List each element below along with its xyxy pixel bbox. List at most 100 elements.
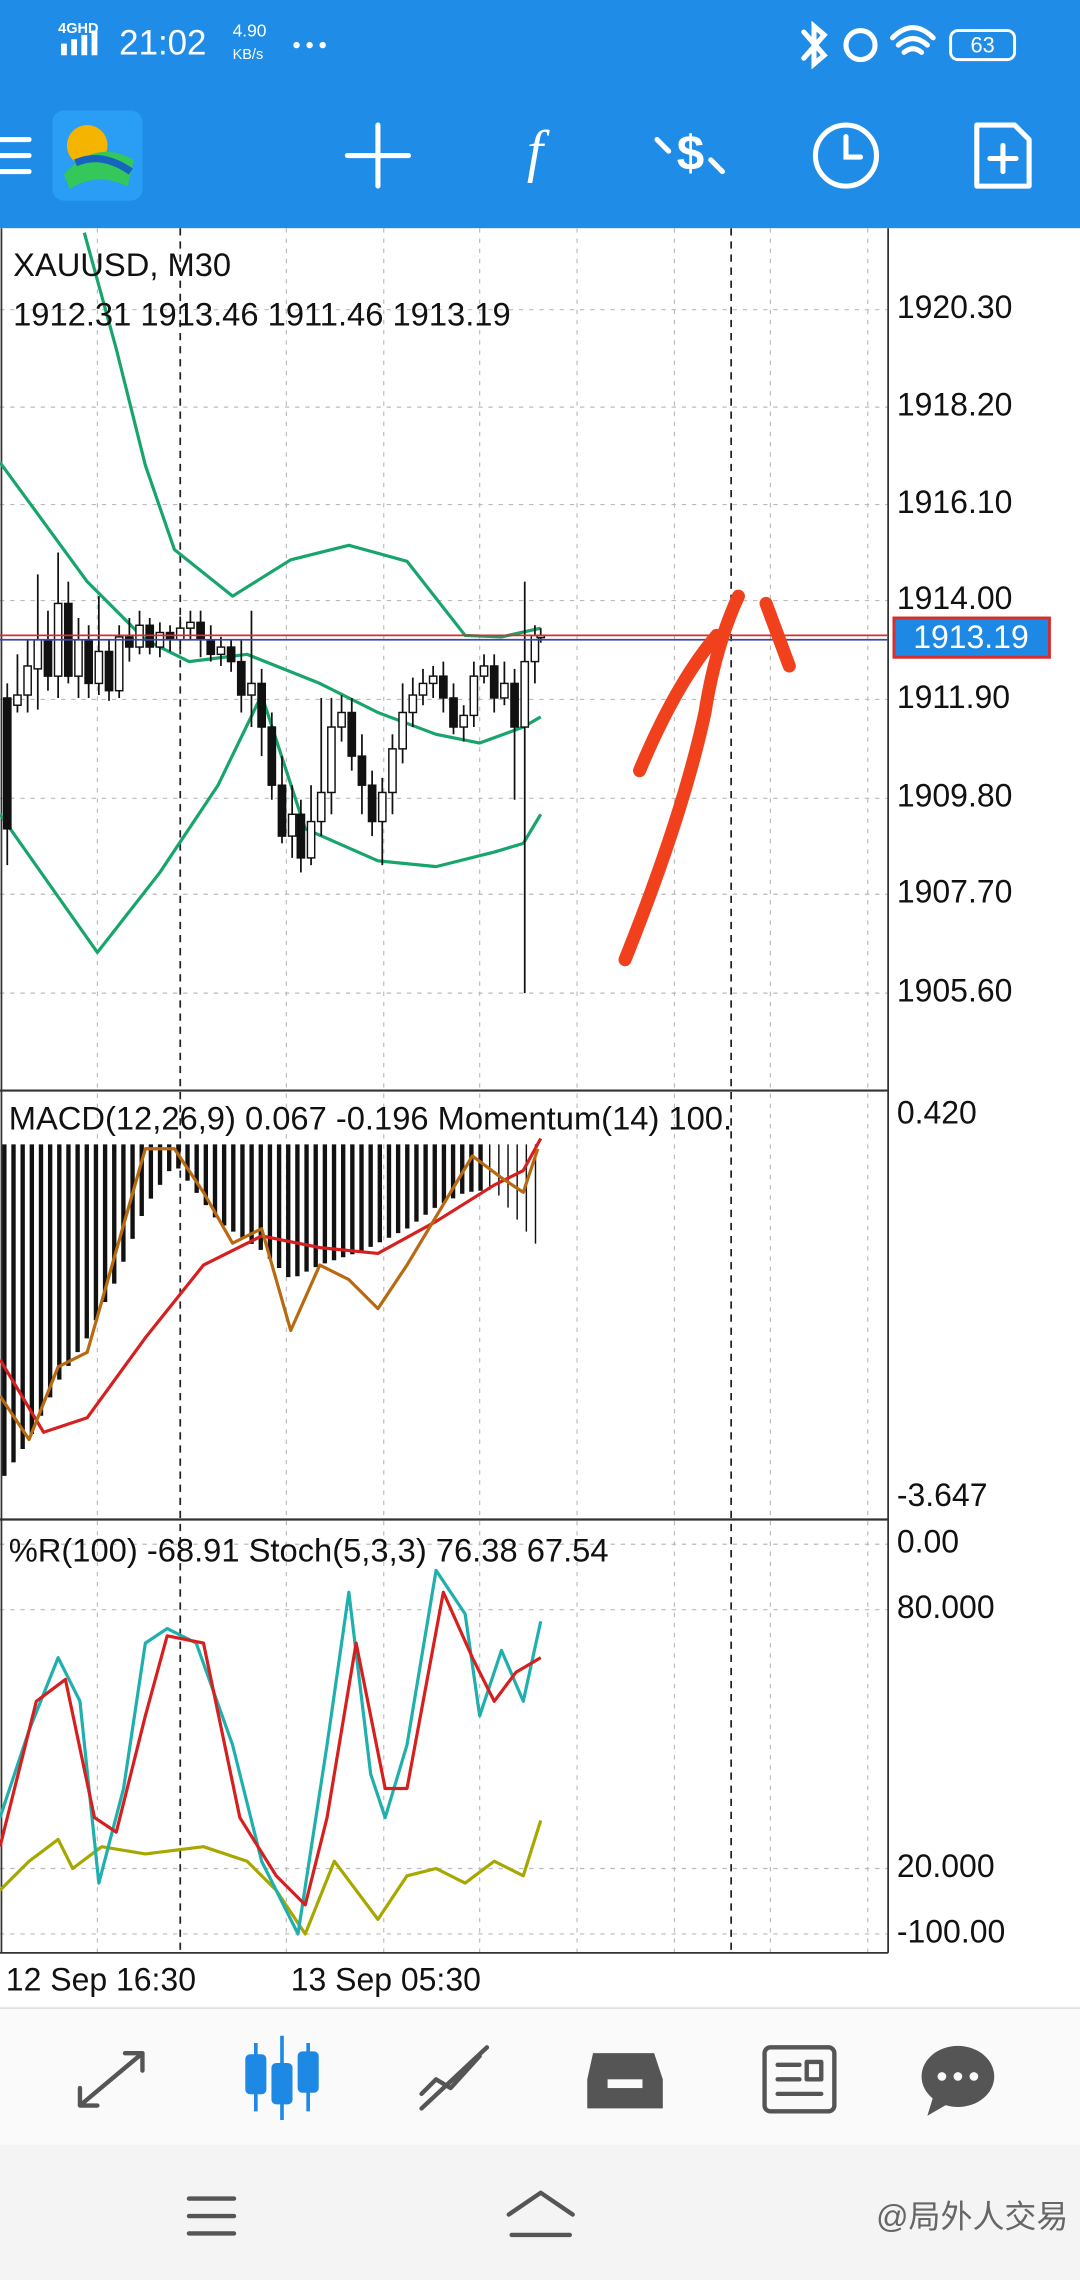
candle-body (469, 675, 479, 717)
grid (0, 228, 889, 1953)
candle-body (267, 726, 277, 786)
williams-r-line (0, 1820, 543, 1936)
stoch-label: %R(100) -68.91 Stoch(5,3,3) 76.38 67.54 (9, 1532, 609, 1569)
symbol-label: XAUUSD, M30 (13, 246, 231, 283)
candle-body (104, 650, 114, 692)
time-label: 12 Sep 16:30 (6, 1961, 196, 1997)
momentum-line (0, 1147, 540, 1442)
candle-body (196, 621, 205, 641)
candle-body (43, 639, 53, 677)
price-label: 1914.00 (897, 580, 1013, 616)
price-label: 1907.70 (897, 874, 1013, 910)
candle-body (114, 636, 124, 692)
candle-body (13, 694, 22, 706)
system-nav (0, 2144, 1080, 2280)
candle-body (438, 675, 448, 699)
price-label: 1918.20 (897, 387, 1013, 423)
candle-body (206, 639, 216, 656)
template-button[interactable] (974, 122, 1032, 189)
macd-axis-label: 0.420 (897, 1095, 977, 1131)
hand-drawn-arrow (618, 589, 796, 967)
macd-histogram (2, 1144, 537, 1476)
bollinger-middle (0, 461, 542, 745)
candle-body (74, 639, 83, 677)
chart-tab[interactable] (245, 2035, 319, 2121)
signal-bars (61, 30, 98, 56)
watermark: @局外人交易 (876, 2198, 1068, 2234)
candle-body (247, 682, 256, 696)
bluetooth-icon (801, 20, 828, 70)
current-price-box (892, 616, 1051, 659)
candle-body (489, 665, 499, 699)
candle-body (337, 711, 346, 728)
price-label: 1916.10 (897, 484, 1013, 520)
candle-body (296, 813, 306, 859)
stoch-axis-label: 20.000 (897, 1848, 995, 1884)
svg-text:$: $ (677, 126, 704, 181)
candle-body (316, 791, 326, 823)
candle-body (2, 697, 12, 830)
candle-body (520, 660, 530, 728)
trade-button[interactable]: $ (654, 126, 725, 181)
more-dots (293, 41, 326, 49)
news-tab[interactable] (762, 2045, 837, 2114)
candle-body (327, 726, 336, 794)
recents-button[interactable] (186, 2196, 237, 2236)
net-unit: KB/s (233, 47, 264, 63)
candles (2, 552, 546, 994)
price-label: 1905.60 (897, 973, 1013, 1009)
menu-button[interactable] (0, 137, 32, 175)
candle-body (23, 665, 32, 696)
home-button[interactable] (506, 2190, 575, 2238)
signal: 4GHD (58, 21, 98, 37)
candle-body (510, 682, 519, 728)
candle-body (347, 711, 357, 757)
candle-body (428, 675, 438, 685)
trade-tab[interactable] (419, 2045, 490, 2111)
battery-frame (949, 29, 1017, 62)
candle-body (408, 694, 418, 714)
current-price: 1913.19 (913, 619, 1029, 655)
quotes-tab[interactable] (77, 2050, 145, 2108)
candle-body (449, 697, 458, 728)
time-label: 13 Sep 05:30 (291, 1961, 481, 1997)
candle-body (236, 660, 246, 696)
candle-body (377, 791, 387, 823)
candle-body (33, 639, 43, 670)
chat-tab[interactable] (921, 2045, 995, 2116)
macd-label: MACD(12,26,9) 0.067 -0.196 Momentum(14) … (9, 1100, 732, 1137)
stoch-main (0, 1568, 543, 1936)
macd-signal (0, 1137, 543, 1434)
timeframe-button[interactable] (812, 122, 880, 189)
price-label: 1911.90 (897, 679, 1010, 715)
candle-body (367, 784, 377, 823)
candle-body (459, 714, 469, 728)
candle-body (186, 621, 195, 629)
wifi-icon (889, 25, 936, 55)
candle-body (418, 682, 428, 696)
bottom-nav (0, 2006, 1080, 2145)
stoch-axis-label: 0.00 (897, 1524, 959, 1560)
clock: 21:02 (119, 23, 206, 62)
history-tab[interactable] (587, 2053, 663, 2109)
price-label: 1920.30 (897, 289, 1013, 325)
candle-body (500, 682, 509, 699)
app-logo[interactable] (52, 110, 143, 201)
candle-body (287, 813, 297, 837)
macd-axis-label: -3.647 (897, 1477, 988, 1513)
stoch-signal (0, 1590, 542, 1907)
candle-body (84, 639, 94, 685)
candle-body (125, 636, 134, 648)
price-label: 1909.80 (897, 778, 1013, 814)
battery-level: 63 (970, 32, 994, 57)
candle-body (226, 646, 236, 663)
candle-body (398, 711, 407, 750)
stoch-axis-label: -100.00 (897, 1913, 1005, 1949)
alarm-icon (843, 27, 878, 63)
candle-body (388, 748, 397, 794)
ohlc-label: 1912.31 1913.46 1911.46 1913.19 (13, 296, 511, 333)
candle-body (357, 755, 367, 786)
crosshair-button[interactable] (344, 122, 411, 189)
